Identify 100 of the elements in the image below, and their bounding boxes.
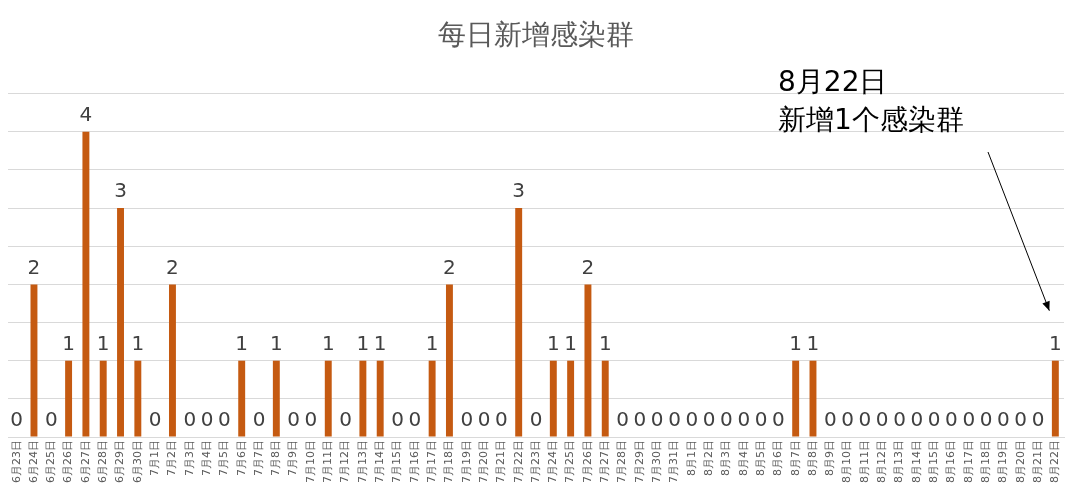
x-tick-label: 7月15日 — [390, 440, 404, 483]
x-tick-label: 8月14日 — [909, 440, 923, 483]
bar — [428, 360, 436, 437]
data-label: 2 — [443, 254, 456, 279]
x-tick-label: 6月24日 — [26, 440, 40, 483]
data-label: 1 — [564, 330, 577, 355]
data-label: 0 — [10, 407, 24, 432]
x-tick-label: 6月25日 — [44, 440, 58, 483]
x-tick-label: 7月8日 — [269, 440, 283, 476]
data-label: 1 — [373, 330, 387, 355]
data-label: 0 — [702, 407, 716, 432]
x-tick-label: 7月28日 — [615, 440, 629, 483]
data-label: 1 — [321, 330, 335, 355]
x-tick-label: 8月18日 — [978, 440, 992, 483]
data-label: 0 — [304, 407, 318, 432]
x-tick-label: 7月19日 — [459, 440, 473, 483]
x-tick-label: 8月19日 — [996, 440, 1010, 483]
x-tick-label: 7月2日 — [165, 440, 179, 476]
data-label: 3 — [114, 178, 127, 203]
data-label: 3 — [512, 178, 526, 203]
data-label: 0 — [997, 407, 1010, 432]
x-tick-label: 8月8日 — [805, 440, 819, 476]
x-tick-label: 6月26日 — [61, 440, 75, 483]
bar — [515, 208, 523, 437]
data-label: 2 — [581, 254, 595, 279]
data-label: 0 — [633, 407, 647, 432]
annotation: 新增1个感染群 — [778, 103, 964, 137]
x-tick-label: 7月1日 — [148, 440, 162, 476]
data-label: 0 — [720, 407, 733, 432]
data-label: 0 — [650, 407, 664, 432]
x-tick-label: 7月14日 — [373, 440, 387, 483]
bar — [99, 360, 107, 437]
data-label: 0 — [927, 407, 941, 432]
x-tick-label: 6月29日 — [113, 440, 127, 483]
data-label: 0 — [1031, 407, 1045, 432]
data-label: 1 — [235, 330, 249, 355]
bar — [65, 360, 73, 437]
x-tick-label: 7月5日 — [217, 440, 231, 476]
x-tick-label: 8月11日 — [857, 440, 871, 483]
x-tick-label: 8月9日 — [823, 440, 837, 476]
x-tick-label: 8月16日 — [944, 440, 958, 483]
data-label: 0 — [477, 407, 491, 432]
x-tick-label: 7月10日 — [303, 440, 317, 483]
data-label: 0 — [200, 407, 214, 432]
x-tick-label: 7月16日 — [407, 440, 421, 483]
data-label: 0 — [945, 407, 958, 432]
x-tick-label: 7月6日 — [234, 440, 248, 476]
x-tick-label: 6月27日 — [78, 440, 92, 483]
x-tick-label: 7月31日 — [667, 440, 681, 483]
x-tick-label: 8月1日 — [684, 440, 698, 476]
data-label: 0 — [875, 407, 889, 432]
data-label: 1 — [789, 330, 803, 355]
data-label: 1 — [598, 330, 612, 355]
data-label: 0 — [893, 407, 906, 432]
data-label: 0 — [910, 407, 924, 432]
x-tick-label: 8月10日 — [840, 440, 854, 483]
x-tick-label: 8月2日 — [701, 440, 715, 476]
data-label: 1 — [1048, 330, 1062, 355]
x-tick-label: 7月30日 — [650, 440, 664, 483]
x-tick-label: 7月26日 — [580, 440, 594, 483]
data-label: 0 — [339, 407, 352, 432]
bar — [272, 360, 280, 437]
bar — [359, 360, 367, 437]
data-label: 0 — [858, 407, 872, 432]
data-label: 0 — [616, 407, 629, 432]
x-tick-label: 7月18日 — [442, 440, 456, 483]
bar — [549, 360, 557, 437]
bar — [792, 360, 800, 437]
x-tick-label: 8月4日 — [736, 440, 750, 476]
data-label: 0 — [962, 407, 976, 432]
data-label: 0 — [218, 407, 231, 432]
x-tick-label: 8月3日 — [719, 440, 733, 476]
x-tick-label: 7月13日 — [355, 440, 369, 483]
x-tick-label: 6月30日 — [130, 440, 144, 483]
data-label: 0 — [252, 407, 266, 432]
data-label: 0 — [529, 407, 543, 432]
x-tick-label: 7月17日 — [424, 440, 438, 483]
data-label: 4 — [79, 101, 93, 126]
x-tick-label: 8月15日 — [927, 440, 941, 483]
x-tick-label: 7月29日 — [632, 440, 646, 483]
x-tick-label: 7月23日 — [528, 440, 542, 483]
x-tick-label: 6月23日 — [9, 440, 23, 483]
x-tick-label: 8月22日 — [1048, 440, 1062, 483]
data-label: 0 — [737, 407, 751, 432]
bar — [238, 360, 246, 437]
annotation: 8月22日 — [778, 65, 888, 99]
x-tick-label: 8月13日 — [892, 440, 906, 483]
x-tick-label: 7月27日 — [598, 440, 612, 483]
data-label: 0 — [771, 407, 785, 432]
x-tick-label: 7月24日 — [546, 440, 560, 483]
bar — [1051, 360, 1059, 437]
x-tick-label: 8月20日 — [1013, 440, 1027, 483]
x-tick-label: 8月7日 — [788, 440, 802, 476]
data-label: 1 — [356, 330, 370, 355]
data-label: 1 — [62, 330, 75, 355]
bar — [584, 284, 592, 437]
data-label: 0 — [823, 407, 837, 432]
chart-title: 每日新增感染群 — [438, 18, 634, 52]
x-tick-label: 8月6日 — [771, 440, 785, 476]
data-label: 0 — [183, 407, 197, 432]
